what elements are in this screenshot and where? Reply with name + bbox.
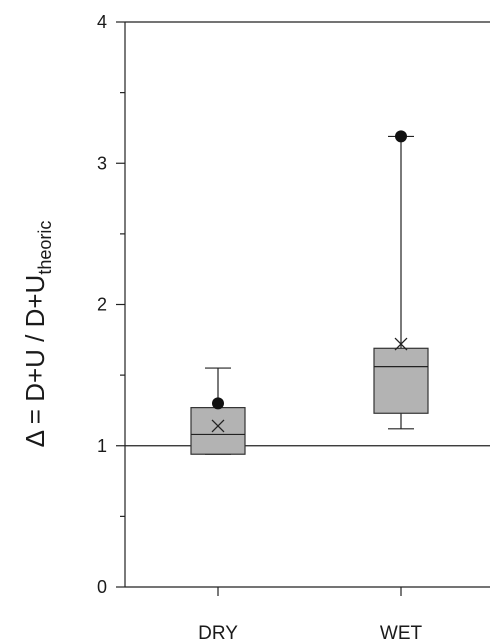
x-tick-label: WET (380, 623, 423, 643)
box-dry (190, 407, 246, 455)
y-axis-title-subscript: theoric (35, 221, 55, 275)
y-tick-label: 2 (97, 295, 107, 315)
outlier-point-dry (212, 397, 224, 410)
y-axis-title: Δ = D+U / D+Utheoric (20, 221, 55, 448)
mean-marker-dry (211, 419, 225, 433)
y-axis-title-main: Δ = D+U / D+U (20, 275, 50, 448)
y-tick-label: 4 (97, 12, 107, 32)
x-tick-label: DRY (198, 623, 238, 643)
y-tick-label: 1 (97, 436, 107, 456)
box-wet (373, 347, 429, 414)
y-tick-label: 0 (97, 577, 107, 597)
outlier-point-wet (395, 130, 407, 143)
plot-area: Δ = D+U / D+Utheoric 0 1 2 3 4 DRY WET (20, 12, 490, 643)
y-tick-label: 3 (97, 153, 107, 173)
mean-marker-wet (394, 337, 408, 351)
